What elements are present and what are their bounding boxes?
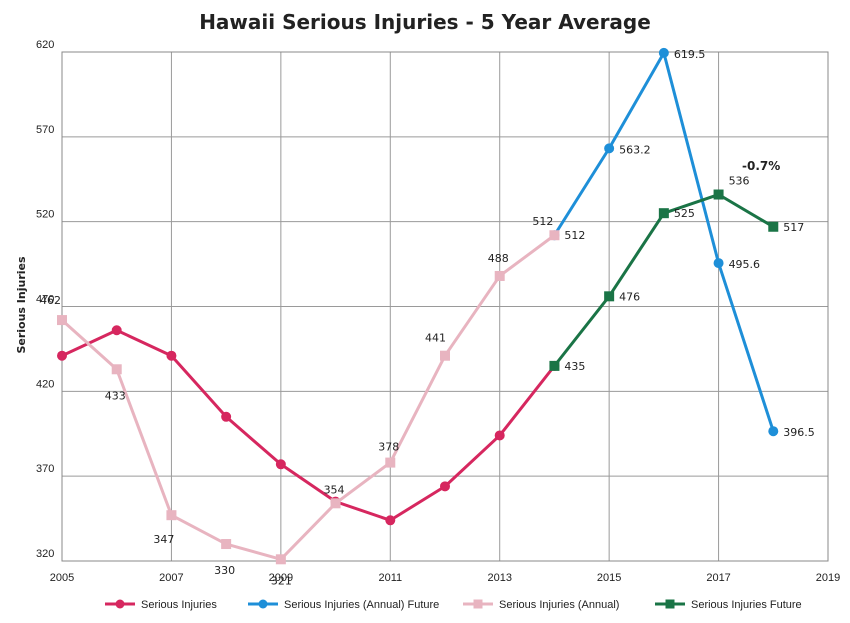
- data-label: 495.6: [729, 258, 761, 271]
- data-label: 512: [532, 215, 553, 228]
- data-point: [494, 430, 505, 441]
- x-tick-label: 2015: [597, 572, 621, 584]
- data-label: 512: [564, 229, 585, 242]
- data-label: 619.5: [674, 48, 706, 61]
- data-point: [713, 258, 724, 269]
- legend-swatch-marker: [473, 599, 483, 609]
- data-label: 435: [564, 360, 585, 373]
- data-point: [330, 498, 341, 509]
- data-point: [658, 47, 669, 58]
- data-label: 378: [378, 441, 399, 454]
- data-label: 330: [214, 564, 235, 577]
- legend-item: Serious Injuries: [105, 599, 217, 611]
- legend-item: Serious Injuries Future: [655, 599, 802, 611]
- data-point: [57, 350, 67, 361]
- series-group: [57, 47, 779, 565]
- series-line: [553, 193, 775, 367]
- data-label: 476: [619, 290, 640, 303]
- data-label: 517: [783, 221, 804, 234]
- data-point: [57, 315, 67, 326]
- data-label: 536: [729, 175, 750, 188]
- series-serious-injuries: [57, 325, 560, 526]
- data-point: [166, 350, 177, 361]
- y-tick-label: 470: [36, 294, 54, 306]
- legend-item: Serious Injuries (Annual): [463, 599, 619, 611]
- y-axis-title: Serious Injuries: [15, 256, 28, 354]
- y-tick-label: 520: [36, 209, 54, 221]
- legend-swatch-marker: [258, 599, 268, 609]
- legend-swatch-marker: [665, 599, 675, 609]
- legend: Serious Injuries Serious Injuries (Annual…: [105, 599, 802, 611]
- x-tick-label: 2011: [378, 572, 402, 584]
- data-label: 347: [153, 533, 174, 546]
- legend-label: Serious Injuries (Annual) Future: [284, 599, 439, 611]
- x-tick-label: 2019: [816, 572, 840, 584]
- data-point: [549, 230, 560, 241]
- change-annotation: -0.7%: [742, 159, 780, 173]
- data-point: [166, 510, 177, 521]
- y-tick-label: 620: [36, 39, 54, 51]
- data-label: 525: [674, 207, 695, 220]
- data-point: [440, 481, 450, 492]
- axes: 2005 2007 2009 2011 2013 2015 2017 2019 320 370 42…: [36, 39, 840, 584]
- data-label: 488: [488, 252, 509, 265]
- y-tick-label: 320: [36, 548, 54, 560]
- legend-label: Serious Injuries: [141, 599, 217, 611]
- data-point: [385, 515, 396, 526]
- data-point: [549, 360, 560, 371]
- data-label: 433: [105, 389, 126, 402]
- series-line: [60, 234, 556, 561]
- legend-label: Serious Injuries Future: [691, 599, 802, 611]
- series-serious-injuries-future: [549, 189, 779, 371]
- series-line: [61, 328, 556, 522]
- data-point: [604, 143, 615, 154]
- data-point: [221, 411, 232, 422]
- data-point: [275, 554, 286, 565]
- x-tick-label: 2017: [706, 572, 730, 584]
- data-point: [221, 539, 232, 550]
- data-point: [713, 189, 724, 200]
- data-label: 441: [425, 332, 446, 345]
- data-point: [658, 208, 669, 219]
- data-label: 563.2: [619, 143, 651, 156]
- x-tick-label: 2007: [159, 572, 183, 584]
- data-label: 354: [324, 483, 345, 496]
- data-point: [604, 291, 615, 302]
- data-point: [111, 325, 122, 336]
- data-label: 321: [271, 574, 292, 587]
- x-tick-label: 2009: [269, 572, 293, 584]
- series-line: [553, 51, 775, 432]
- data-point: [440, 350, 450, 361]
- data-label: 396.5: [783, 426, 815, 439]
- data-point: [768, 221, 779, 232]
- y-tick-label: 570: [36, 124, 54, 136]
- y-tick-label: 370: [36, 463, 54, 475]
- data-point: [111, 364, 122, 375]
- data-labels: 512 563.2 619.5 495.6 396.5 462 433 347 330 321 35…: [40, 48, 815, 587]
- legend-label: Serious Injuries (Annual): [499, 599, 619, 611]
- plot-frame: [61, 51, 829, 562]
- legend-item: Serious Injuries (Annual) Future: [248, 599, 439, 611]
- legend-swatch-marker: [115, 599, 125, 609]
- data-point: [275, 459, 286, 470]
- data-point: [494, 270, 505, 281]
- x-tick-label: 2013: [487, 572, 511, 584]
- data-point: [768, 426, 779, 437]
- y-tick-label: 420: [36, 378, 54, 390]
- data-label: 462: [40, 294, 61, 307]
- x-tick-label: 2005: [50, 572, 74, 584]
- series-serious-injuries-annual: [57, 230, 560, 565]
- chart-title: Hawaii Serious Injuries - 5 Year Average: [199, 10, 651, 34]
- data-point: [385, 457, 396, 468]
